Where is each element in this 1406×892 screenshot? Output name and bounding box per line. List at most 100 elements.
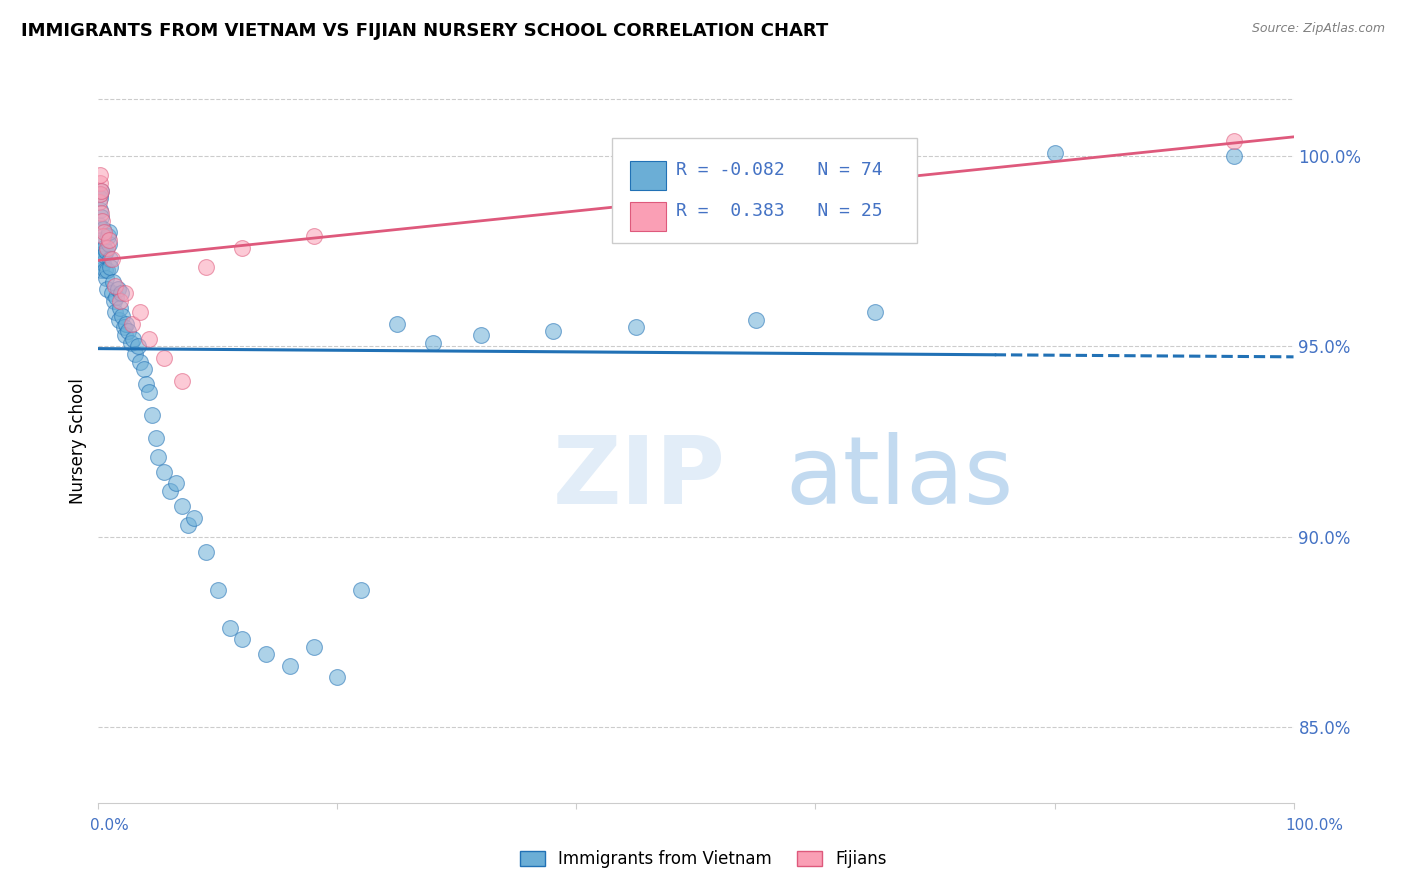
Text: 0.0%: 0.0% — [90, 818, 129, 832]
Point — [104, 278, 127, 293]
Point — [89, 169, 111, 183]
Point — [121, 317, 143, 331]
Point — [90, 206, 112, 220]
Point — [90, 210, 112, 224]
Point — [87, 194, 110, 209]
Point — [177, 518, 200, 533]
Point — [100, 252, 122, 266]
FancyBboxPatch shape — [630, 161, 666, 190]
Point — [89, 176, 111, 190]
Point — [104, 305, 127, 319]
Point — [93, 248, 115, 262]
Point — [90, 184, 112, 198]
Point — [124, 347, 146, 361]
Point — [302, 640, 325, 654]
Point — [1223, 149, 1246, 163]
Text: 100.0%: 100.0% — [1285, 818, 1344, 832]
Point — [94, 244, 117, 259]
Point — [108, 301, 131, 316]
Point — [90, 244, 112, 259]
Point — [97, 229, 120, 244]
Point — [165, 476, 187, 491]
Point — [195, 545, 218, 559]
Point — [153, 465, 176, 479]
Point — [90, 263, 112, 277]
Point — [183, 510, 205, 524]
Point — [626, 320, 648, 334]
Point — [94, 263, 117, 277]
Point — [195, 260, 218, 274]
Point — [90, 184, 112, 198]
Point — [98, 252, 121, 266]
Y-axis label: Nursery School: Nursery School — [69, 378, 87, 505]
Point — [96, 263, 118, 277]
Point — [231, 632, 253, 647]
Text: Source: ZipAtlas.com: Source: ZipAtlas.com — [1251, 22, 1385, 36]
Point — [541, 324, 564, 338]
Point — [207, 582, 229, 597]
Point — [89, 187, 111, 202]
Point — [90, 252, 112, 266]
Point — [138, 332, 160, 346]
Point — [122, 332, 145, 346]
Point — [865, 305, 887, 319]
Point — [172, 499, 194, 513]
Point — [219, 621, 242, 635]
Point — [745, 313, 768, 327]
Point — [804, 142, 827, 156]
Text: R = -0.082   N = 74: R = -0.082 N = 74 — [676, 161, 883, 179]
Point — [101, 275, 124, 289]
Point — [385, 317, 409, 331]
Point — [96, 282, 118, 296]
Point — [254, 648, 277, 662]
Point — [114, 328, 136, 343]
Point — [91, 229, 114, 244]
Legend: Immigrants from Vietnam, Fijians: Immigrants from Vietnam, Fijians — [513, 844, 893, 875]
Point — [93, 241, 115, 255]
Point — [1223, 134, 1246, 148]
Point — [1043, 145, 1066, 160]
Point — [138, 385, 160, 400]
Point — [96, 241, 118, 255]
FancyBboxPatch shape — [613, 138, 917, 243]
Point — [112, 320, 135, 334]
Point — [302, 229, 325, 244]
Point — [98, 260, 122, 274]
Point — [110, 286, 132, 301]
Point — [89, 187, 111, 202]
Point — [141, 408, 163, 422]
Point — [87, 233, 110, 247]
Point — [100, 286, 122, 301]
Point — [108, 293, 131, 308]
Point — [132, 362, 155, 376]
Point — [89, 202, 111, 217]
Point — [135, 377, 157, 392]
Point — [98, 226, 121, 240]
Point — [120, 335, 142, 350]
FancyBboxPatch shape — [630, 202, 666, 230]
Point — [91, 256, 114, 270]
Point — [231, 241, 253, 255]
Point — [114, 286, 136, 301]
Point — [470, 328, 492, 343]
Point — [326, 670, 349, 684]
Point — [172, 374, 194, 388]
Point — [91, 221, 114, 235]
Point — [107, 313, 129, 327]
Point — [115, 317, 138, 331]
Point — [117, 324, 139, 338]
Point — [93, 226, 115, 240]
Text: atlas: atlas — [786, 432, 1014, 524]
Point — [159, 483, 181, 498]
Point — [111, 309, 134, 323]
Text: IMMIGRANTS FROM VIETNAM VS FIJIAN NURSERY SCHOOL CORRELATION CHART: IMMIGRANTS FROM VIETNAM VS FIJIAN NURSER… — [21, 22, 828, 40]
Point — [105, 290, 128, 304]
Point — [91, 214, 114, 228]
Point — [97, 236, 120, 251]
Point — [91, 233, 114, 247]
Point — [89, 218, 111, 232]
Point — [145, 431, 167, 445]
Point — [107, 282, 129, 296]
Text: R =  0.383   N = 25: R = 0.383 N = 25 — [676, 202, 883, 219]
Point — [129, 305, 152, 319]
